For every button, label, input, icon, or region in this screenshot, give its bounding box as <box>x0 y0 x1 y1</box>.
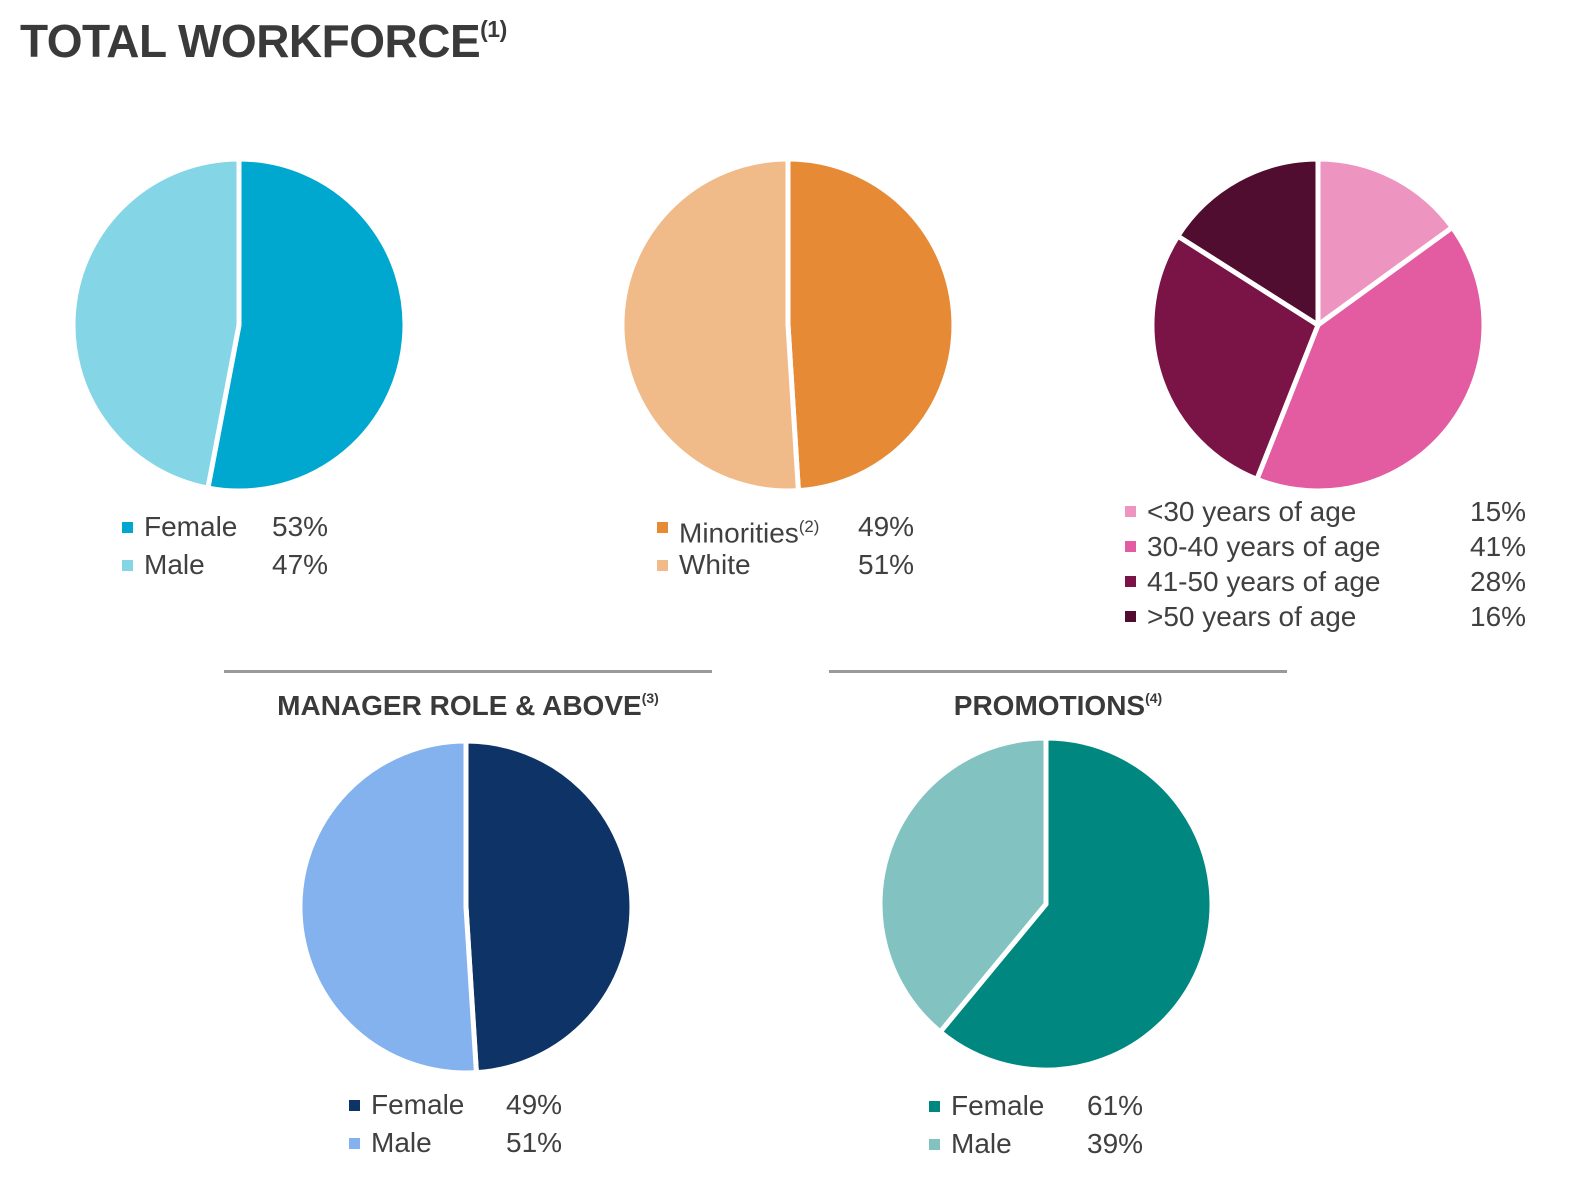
section-footnote: (3) <box>641 689 659 706</box>
legend-item: Male 47% <box>122 546 362 584</box>
legend-value: 47% <box>272 549 329 580</box>
pie-slice-female <box>205 156 408 494</box>
legend-item: 41-50 years of age 28% <box>1125 564 1545 599</box>
pie-slice-30-years-of-age <box>1315 156 1455 328</box>
legend-item: Minorities(2) 49% <box>657 508 957 548</box>
divider-rule-right <box>829 670 1287 673</box>
legend-value: 51% <box>858 549 915 580</box>
legend-item: >50 years of age 16% <box>1125 599 1545 634</box>
section-footnote: (4) <box>1145 689 1163 706</box>
legend-label: Male <box>951 1128 1012 1159</box>
pie-slice-41-50-years-of-age <box>1149 233 1321 482</box>
divider-rule-left <box>224 670 712 673</box>
legend-value: 15% <box>1470 496 1527 527</box>
legend-item: Female 53% <box>122 508 362 546</box>
pie-slice-minorities <box>785 156 957 494</box>
legend-label: 30-40 years of age <box>1147 531 1381 562</box>
legend-item: Female 49% <box>349 1086 589 1124</box>
legend-value: 16% <box>1470 601 1527 632</box>
legend-label: Female <box>951 1090 1045 1121</box>
legend-item: White 51% <box>657 546 957 584</box>
legend-swatch <box>657 560 668 571</box>
section-title-manager: MANAGER ROLE & ABOVE(3) <box>277 689 659 721</box>
pie-slice-female <box>937 735 1215 1073</box>
legend-value: 61% <box>1087 1090 1144 1121</box>
legend-value: 53% <box>272 511 329 542</box>
pie-slice-female <box>463 738 635 1076</box>
legend-value: 28% <box>1470 566 1527 597</box>
pie-slice-male <box>877 735 1049 1035</box>
legend-item: Male 51% <box>349 1124 589 1162</box>
legend-value: 49% <box>858 511 915 542</box>
legend-swatch <box>349 1100 360 1111</box>
pie-slice-white <box>619 156 801 494</box>
legend-value: 39% <box>1087 1128 1144 1159</box>
legend-workforce-age: <30 years of age 15% 30-40 years of age … <box>1125 494 1545 634</box>
legend-label: Female <box>144 511 238 542</box>
pie-slice-50-years-of-age <box>1175 156 1321 328</box>
legend-swatch <box>929 1139 940 1150</box>
legend-swatch <box>1125 611 1136 622</box>
legend-label: Female <box>371 1089 465 1120</box>
legend-label: Minorities(2) <box>679 517 820 549</box>
legend-swatch <box>122 560 133 571</box>
legend-workforce-gender: Female 53% Male 47% <box>122 508 362 584</box>
legend-swatch <box>1125 506 1136 517</box>
legend-footnote: (2) <box>798 517 820 536</box>
legend-label: >50 years of age <box>1147 601 1357 632</box>
legend-swatch <box>929 1101 940 1112</box>
legend-swatch <box>349 1138 360 1149</box>
pie-slice-30-40-years-of-age <box>1254 224 1487 494</box>
pie-slice-male <box>70 156 242 491</box>
legend-value: 49% <box>506 1089 563 1120</box>
legend-label: Male <box>144 549 205 580</box>
legend-label: Male <box>371 1127 432 1158</box>
legend-item: Female 61% <box>929 1087 1169 1125</box>
pie-slice-male <box>297 738 479 1076</box>
legend-workforce-ethnicity: Minorities(2) 49% White 51% <box>657 508 957 584</box>
legend-value: 41% <box>1470 531 1527 562</box>
page-title: TOTAL WORKFORCE(1) <box>20 15 507 67</box>
legend-swatch <box>657 522 668 533</box>
legend-swatch <box>1125 541 1136 552</box>
legend-label: 41-50 years of age <box>1147 566 1381 597</box>
legend-value: 51% <box>506 1127 563 1158</box>
legend-manager-gender: Female 49% Male 51% <box>349 1086 589 1162</box>
legend-item: <30 years of age 15% <box>1125 494 1545 529</box>
legend-promotions-gender: Female 61% Male 39% <box>929 1087 1169 1163</box>
legend-label: <30 years of age <box>1147 496 1357 527</box>
legend-swatch <box>1125 576 1136 587</box>
section-title-promotions: PROMOTIONS(4) <box>953 689 1163 721</box>
legend-label: White <box>679 549 751 580</box>
legend-item: Male 39% <box>929 1125 1169 1163</box>
legend-item: 30-40 years of age 41% <box>1125 529 1545 564</box>
legend-swatch <box>122 522 133 533</box>
title-footnote: (1) <box>480 16 507 43</box>
